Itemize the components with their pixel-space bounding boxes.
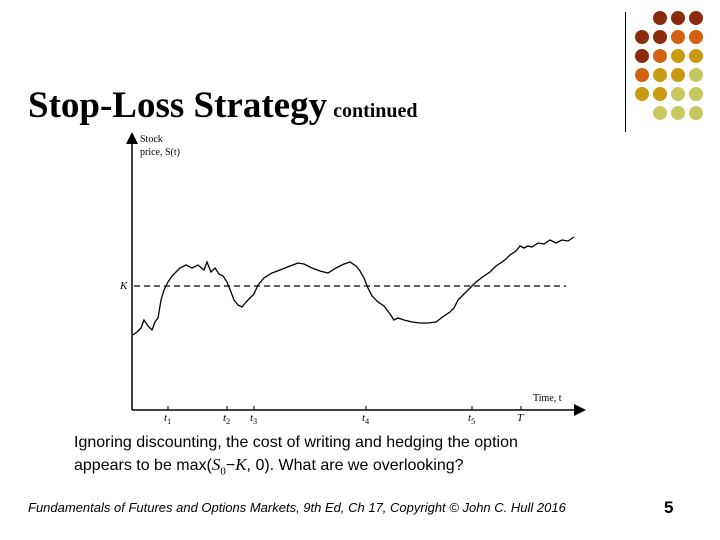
time-tick-label: T — [517, 412, 524, 424]
strike-label: K — [119, 280, 128, 292]
slide-title: Stop-Loss Strategy continued — [28, 84, 418, 127]
y-axis-label-line1: Stock — [140, 134, 163, 145]
time-tick-label: t4 — [362, 412, 369, 426]
footer-citation: Fundamentals of Futures and Options Mark… — [28, 500, 566, 515]
time-tick-label: t3 — [250, 412, 257, 426]
time-tick-label: t1 — [164, 412, 171, 426]
y-axis-label-line2: price, S(t) — [140, 147, 180, 158]
time-tick-label: t2 — [223, 412, 230, 426]
caption-line2: appears to be max(S0−K, 0). What are we … — [74, 455, 464, 478]
caption: Ignoring discounting, the cost of writin… — [74, 432, 634, 482]
caption-line1: Ignoring discounting, the cost of writin… — [74, 434, 518, 451]
title-main: Stop-Loss Strategy — [28, 85, 328, 126]
price-path — [132, 236, 575, 336]
k-symbol: K — [235, 455, 247, 474]
decor-divider — [625, 12, 626, 132]
x-axis-label: Time, t — [533, 393, 562, 404]
title-continued: continued — [333, 100, 418, 122]
time-tick-label: t5 — [468, 412, 475, 426]
time-ticks: t1 t2 t3 t4 t5 T — [164, 406, 524, 426]
page-number: 5 — [664, 498, 674, 517]
s0-symbol: S0 — [211, 455, 226, 478]
